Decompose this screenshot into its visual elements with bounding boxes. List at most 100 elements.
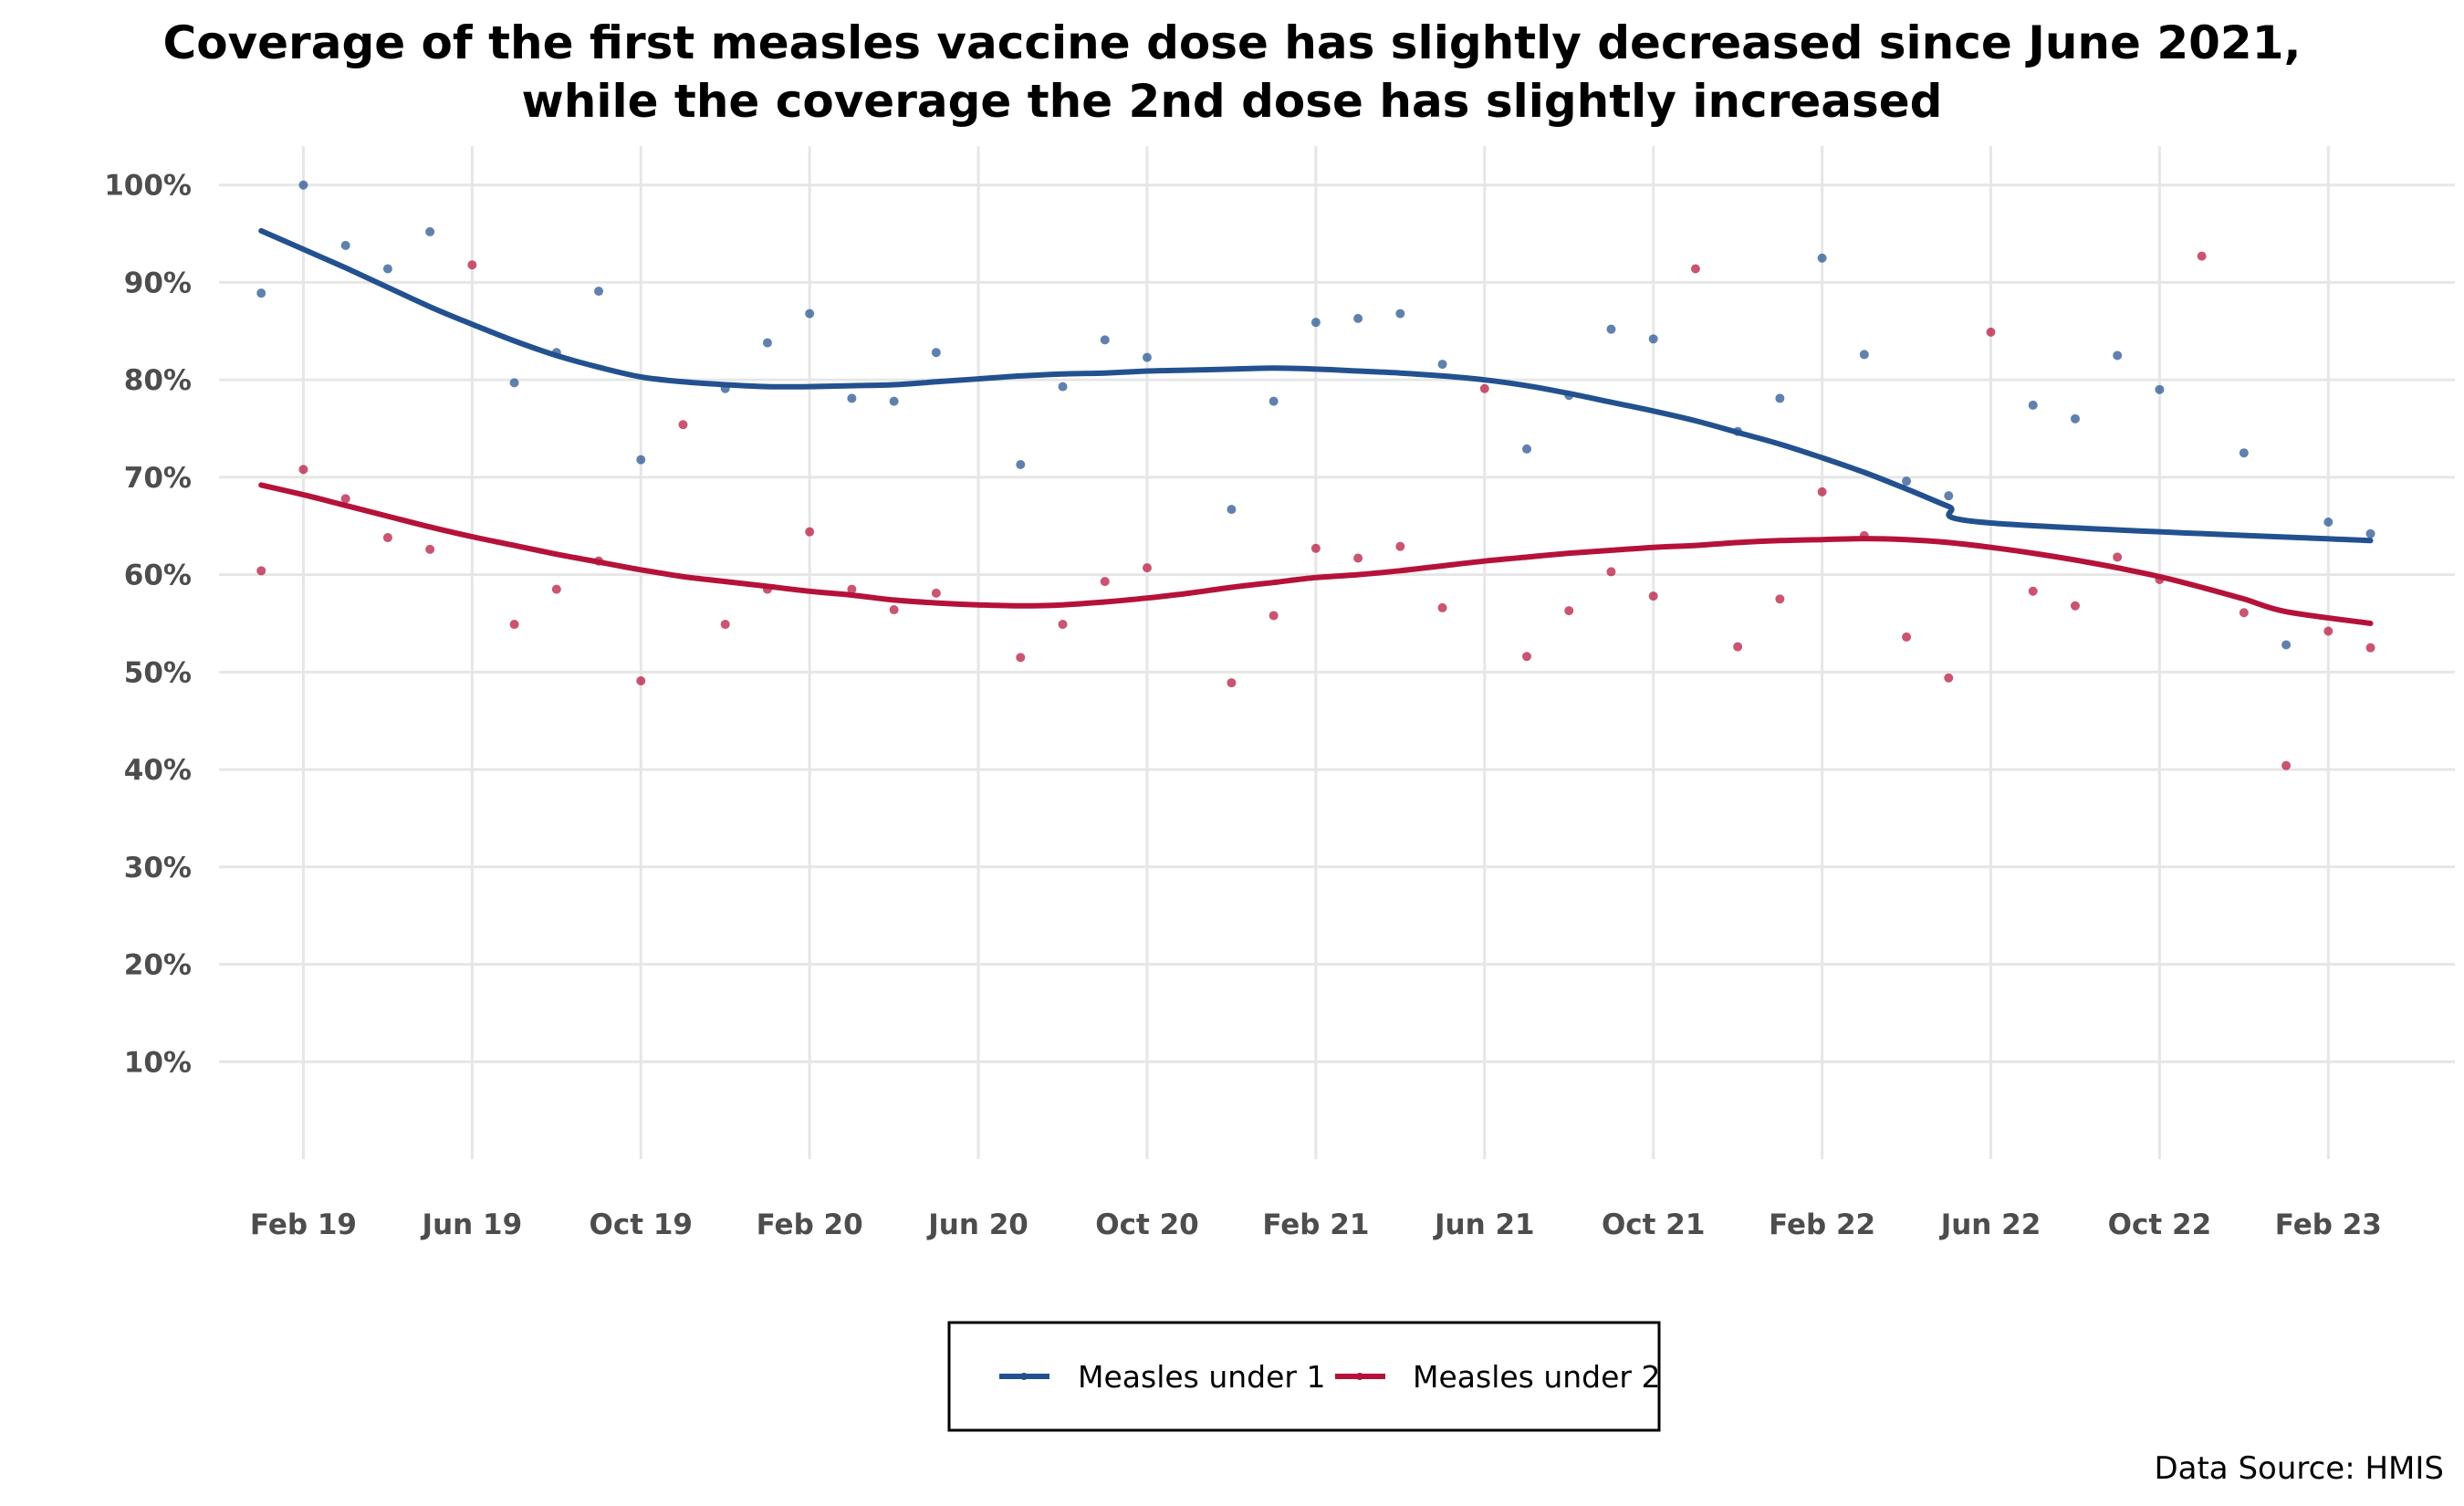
data-point-series-2	[1775, 594, 1785, 604]
data-point-series-2	[1269, 611, 1279, 621]
x-tick-label: Oct 21	[1602, 1208, 1705, 1241]
data-point-series-1	[2281, 640, 2292, 650]
data-point-series-1	[1944, 491, 1954, 501]
data-point-series-2	[425, 544, 435, 554]
data-point-series-1	[2365, 528, 2375, 539]
data-point-series-2	[2239, 608, 2249, 618]
data-point-series-1	[1058, 382, 1068, 392]
data-point-series-2	[1100, 577, 1110, 587]
x-tick-label: Feb 21	[1262, 1208, 1369, 1241]
chart-title: Coverage of the first measles vaccine do…	[163, 16, 2302, 69]
data-point-series-2	[1944, 673, 1954, 683]
data-point-series-2	[678, 420, 688, 430]
x-tick-label: Feb 20	[757, 1208, 863, 1241]
data-point-series-1	[1016, 460, 1026, 470]
data-point-series-1	[1353, 313, 1363, 323]
data-point-series-2	[382, 533, 392, 543]
data-point-series-2	[889, 605, 899, 615]
data-point-series-2	[509, 620, 519, 630]
y-tick-label: 80%	[124, 364, 192, 397]
data-point-series-2	[931, 588, 941, 598]
data-point-series-2	[2113, 552, 2123, 562]
data-point-series-1	[594, 287, 604, 297]
data-point-series-1	[2239, 448, 2249, 458]
y-tick-label: 70%	[124, 462, 192, 495]
data-point-series-2	[1986, 327, 1996, 337]
data-point-series-1	[2070, 413, 2080, 424]
data-point-series-2	[636, 675, 646, 685]
data-point-series-1	[889, 396, 899, 406]
y-tick-label: 30%	[124, 852, 192, 884]
data-point-series-2	[340, 494, 350, 504]
data-point-series-1	[1902, 476, 1912, 486]
data-point-series-1	[1775, 393, 1785, 403]
y-tick-label: 10%	[124, 1046, 192, 1079]
data-point-series-2	[2155, 574, 2165, 584]
data-point-series-1	[340, 240, 350, 250]
data-point-series-1	[1142, 352, 1152, 362]
y-tick-label: 50%	[124, 656, 192, 689]
legend-box	[947, 1321, 1661, 1432]
y-tick-label: 90%	[124, 267, 192, 299]
data-point-series-2	[256, 566, 266, 576]
data-point-series-2	[2365, 643, 2375, 653]
legend-item-series-1: Measles under 1	[999, 1359, 1325, 1395]
legend-label-series-1: Measles under 1	[1078, 1359, 1325, 1395]
x-tick-label: Feb 19	[250, 1208, 357, 1241]
data-point-series-2	[720, 620, 730, 630]
data-point-series-2	[2028, 586, 2038, 596]
data-point-series-1	[2323, 517, 2333, 527]
data-point-series-2	[1522, 652, 1532, 662]
data-point-series-2	[467, 260, 477, 270]
y-tick-label: 20%	[124, 949, 192, 982]
data-point-series-2	[1690, 264, 1700, 274]
data-point-series-2	[1606, 567, 1616, 577]
data-point-series-1	[1310, 318, 1321, 328]
data-point-series-1	[1564, 391, 1574, 401]
data-point-series-1	[636, 455, 646, 465]
data-point-series-1	[256, 288, 266, 298]
data-point-series-1	[1437, 360, 1447, 370]
data-point-series-2	[762, 584, 772, 594]
data-point-series-1	[2028, 400, 2038, 410]
data-point-series-2	[2070, 601, 2080, 611]
data-point-series-2	[1479, 383, 1489, 393]
data-source-caption: Data Source: HMIS	[2154, 1450, 2444, 1487]
data-point-series-1	[382, 264, 392, 274]
data-point-series-2	[1817, 486, 1827, 497]
x-tick-label: Feb 22	[1769, 1208, 1875, 1241]
data-point-series-1	[1733, 426, 1743, 436]
data-point-series-2	[1564, 606, 1574, 616]
data-point-series-1	[720, 383, 730, 393]
x-tick-label: Jun 21	[1433, 1208, 1535, 1241]
data-point-series-2	[1058, 620, 1068, 630]
data-point-series-2	[1733, 642, 1743, 652]
data-points	[256, 180, 2375, 770]
grid	[219, 146, 2455, 1159]
data-point-series-1	[425, 226, 435, 236]
y-tick-label: 40%	[124, 754, 192, 787]
data-point-series-2	[2323, 626, 2333, 636]
data-point-series-2	[1016, 653, 1026, 663]
data-point-series-2	[805, 527, 815, 537]
data-point-series-1	[298, 180, 308, 190]
x-axis: Feb 19 Jun 19 Oct 19 Feb 20 Jun 20 Oct 20 Feb …	[250, 1208, 2382, 1241]
data-point-series-2	[298, 465, 308, 475]
data-point-series-1	[1269, 396, 1279, 406]
legend-key-dot-series-1	[1020, 1373, 1028, 1380]
data-point-series-2	[1902, 632, 1912, 642]
legend-item-series-2: Measles under 2	[1335, 1359, 1660, 1395]
y-tick-label: 60%	[124, 560, 192, 592]
chart-subtitle: while the coverage the 2nd dose has slig…	[522, 75, 1943, 128]
data-point-series-2	[1310, 543, 1321, 553]
data-point-series-1	[1606, 324, 1616, 334]
x-tick-label: Jun 22	[1939, 1208, 2041, 1241]
data-point-series-2	[1437, 602, 1447, 612]
data-point-series-2	[1353, 553, 1363, 563]
data-point-series-2	[1227, 678, 1237, 688]
data-point-series-1	[551, 348, 561, 358]
data-point-series-1	[847, 393, 857, 403]
data-point-series-1	[931, 348, 941, 358]
x-tick-label: Oct 20	[1095, 1208, 1198, 1241]
y-axis: 10% 20% 30% 40% 50% 60% 70% 80% 90% 100%	[104, 170, 192, 1080]
